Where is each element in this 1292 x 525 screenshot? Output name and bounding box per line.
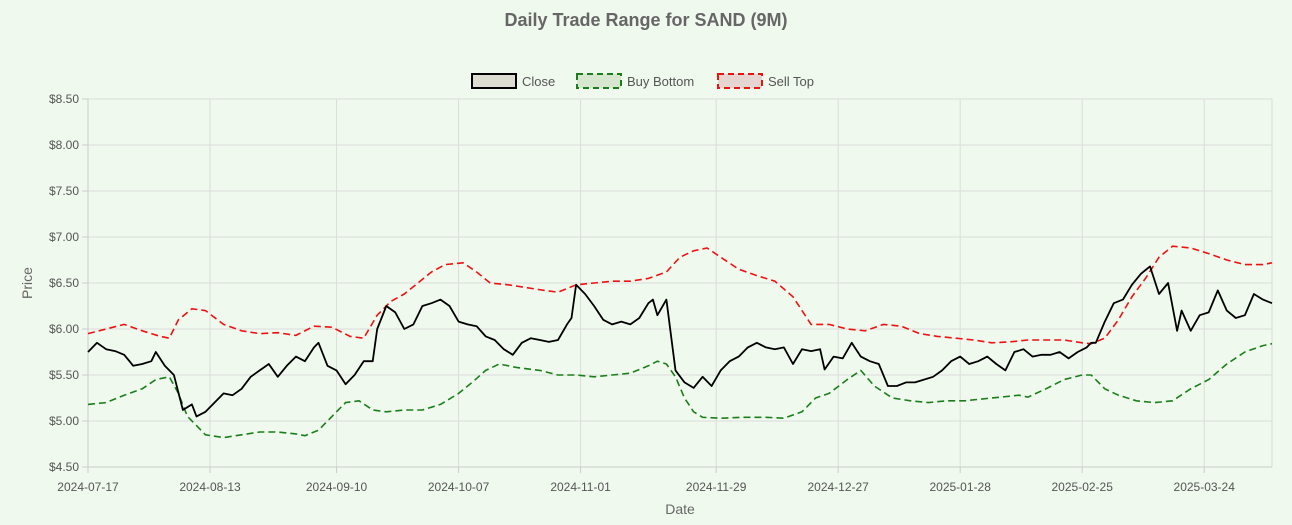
grid — [87, 98, 1273, 468]
legend-swatch-sell-top — [717, 73, 763, 89]
legend-label-buy-bottom: Buy Bottom — [627, 74, 694, 89]
series-line-close — [87, 265, 1273, 418]
x-axis: 2024-07-17 2024-08-13 2024-09-10 2024-10-07… — [57, 466, 1272, 494]
y-tick-label: $8.00 — [49, 138, 79, 152]
y-tick-label: $5.00 — [49, 414, 79, 428]
legend-swatch-buy-bottom — [576, 73, 622, 89]
legend-label-sell-top: Sell Top — [768, 74, 814, 89]
legend-item-sell-top[interactable]: Sell Top — [717, 73, 814, 89]
x-tick-label: 2025-03-24 — [1174, 480, 1236, 494]
x-tick-label: 2024-08-13 — [179, 480, 241, 494]
x-tick-label: 2025-02-25 — [1052, 480, 1114, 494]
series-layer — [87, 245, 1273, 439]
y-tick-label: $4.50 — [49, 460, 79, 474]
legend-item-buy-bottom[interactable]: Buy Bottom — [576, 73, 694, 89]
y-tick-label: $6.50 — [49, 276, 79, 290]
y-axis-title: Price — [19, 267, 35, 299]
x-tick-label: 2024-07-17 — [57, 480, 119, 494]
chart-title: Daily Trade Range for SAND (9M) — [504, 10, 787, 30]
x-tick-label: 2024-12-27 — [807, 480, 869, 494]
y-axis: $4.50 $5.00 $5.50 $6.00 $6.50 $7.00 $7.50 $8.00… — [49, 92, 89, 474]
legend-item-close[interactable]: Close — [471, 73, 555, 89]
y-tick-label: $6.00 — [49, 322, 79, 336]
y-tick-label: $8.50 — [49, 92, 79, 106]
y-tick-label: $5.50 — [49, 368, 79, 382]
x-tick-label: 2024-11-29 — [686, 480, 747, 494]
legend: Close Buy Bottom Sell Top — [471, 73, 814, 89]
series-line-sell — [87, 245, 1273, 345]
series-line-buy — [87, 342, 1273, 439]
x-tick-label: 2025-01-28 — [929, 480, 991, 494]
legend-label-close: Close — [522, 74, 555, 89]
y-tick-label: $7.50 — [49, 184, 79, 198]
x-tick-label: 2024-10-07 — [428, 480, 490, 494]
legend-swatch-close — [471, 73, 517, 89]
x-tick-label: 2024-09-10 — [306, 480, 368, 494]
x-tick-label: 2024-11-01 — [550, 480, 611, 494]
x-axis-title: Date — [665, 501, 695, 517]
y-tick-label: $7.00 — [49, 230, 79, 244]
